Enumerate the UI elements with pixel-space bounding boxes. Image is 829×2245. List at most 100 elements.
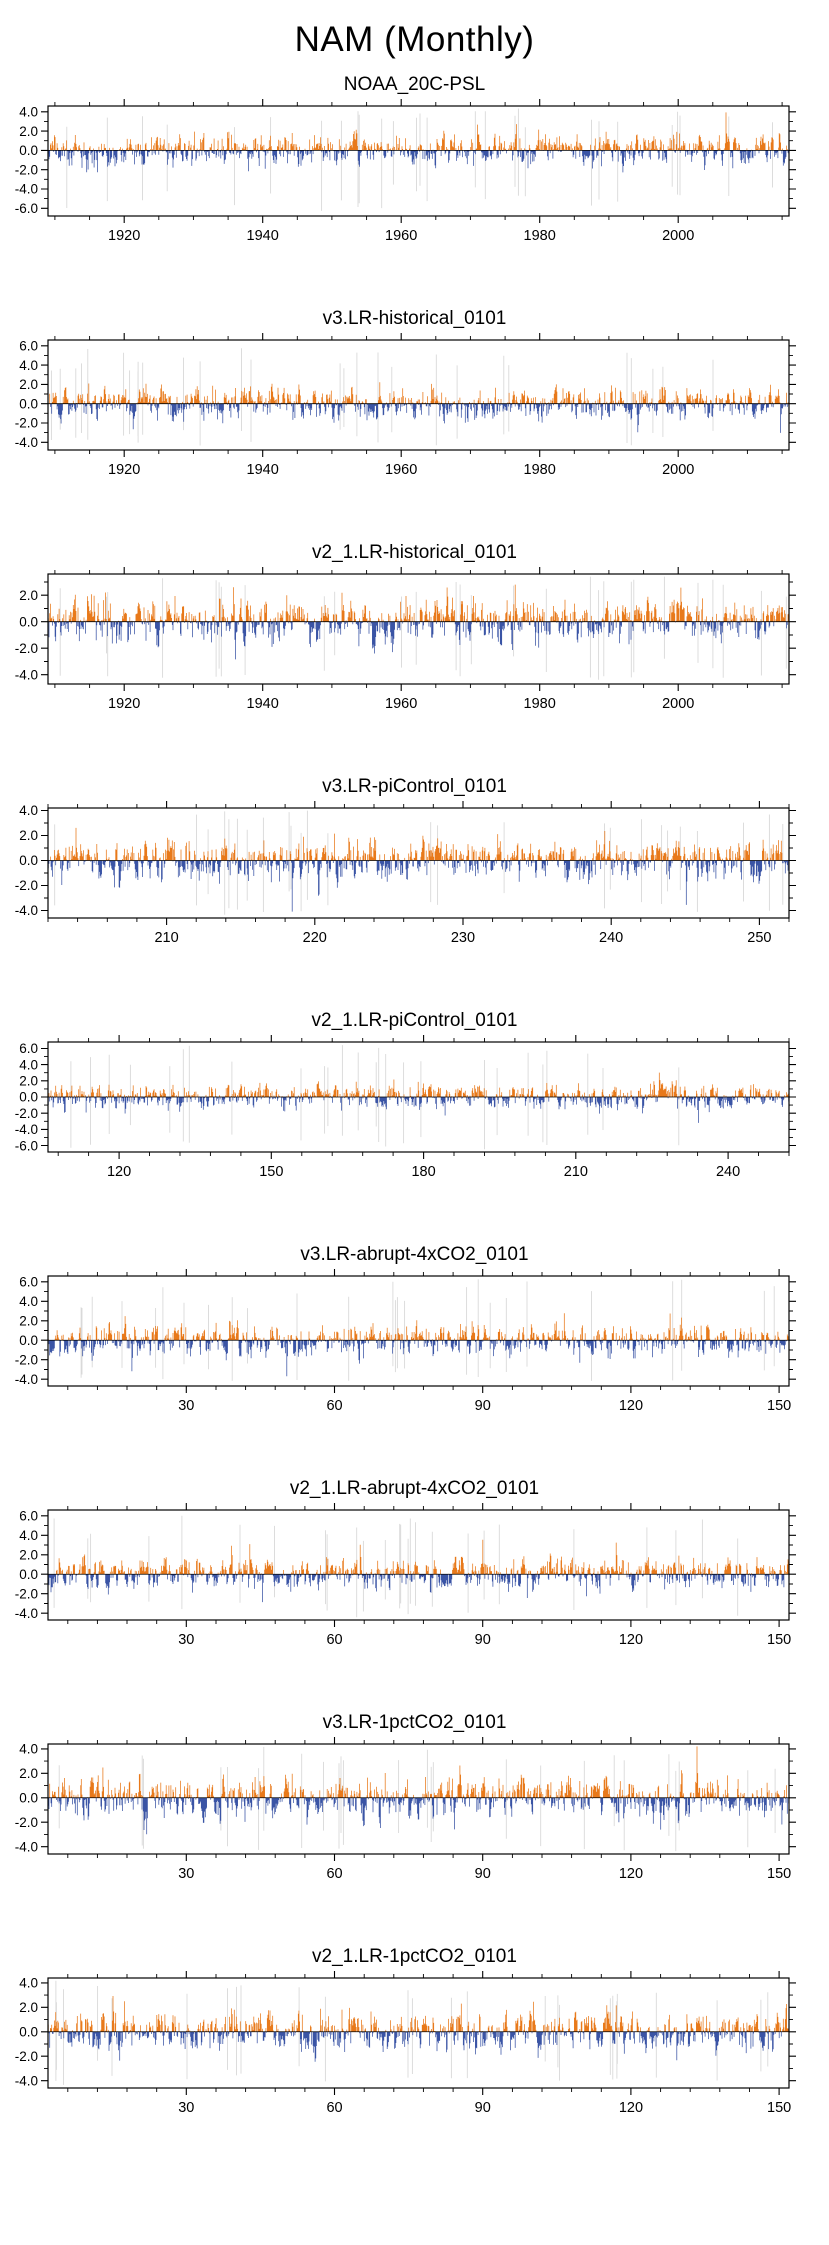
- svg-text:0.0: 0.0: [19, 1791, 38, 1806]
- svg-text:2.0: 2.0: [19, 1548, 38, 1563]
- svg-text:0.0: 0.0: [19, 614, 38, 629]
- svg-text:1920: 1920: [108, 462, 140, 478]
- svg-text:60: 60: [326, 1632, 342, 1648]
- panel-noaa-20c-psl: NOAA_20C-PSL 4.0 2.0 0.0 -2.0 -4.0 -6.0 1920 19…: [0, 74, 829, 250]
- svg-text:150: 150: [767, 1398, 791, 1414]
- svg-text:1940: 1940: [247, 696, 279, 712]
- svg-text:-4.0: -4.0: [15, 1122, 38, 1137]
- svg-text:30: 30: [178, 1398, 194, 1414]
- panel-v3-lr-abrupt-4xco2: v3.LR-abrupt-4xCO2_0101 6.0 4.0 2.0 0.0 -2.0…: [0, 1244, 829, 1420]
- panel-v2-1-lr-1pctco2: v2_1.LR-1pctCO2_0101 4.0 2.0 0.0 -2.0 -4.0 30…: [0, 1946, 829, 2122]
- svg-text:2000: 2000: [662, 696, 694, 712]
- svg-text:-4.0: -4.0: [15, 667, 38, 682]
- svg-text:2.0: 2.0: [19, 1766, 38, 1781]
- svg-text:-2.0: -2.0: [15, 1815, 38, 1830]
- svg-text:4.0: 4.0: [19, 1528, 38, 1543]
- plot-area: 2.0 0.0 -2.0 -4.0 1920 1940 1960 1980 2000: [15, 567, 796, 712]
- plot-area: 6.0 4.0 2.0 0.0 -2.0 -4.0 1920 1940 1960 1980 2000: [15, 333, 796, 478]
- svg-text:-4.0: -4.0: [15, 182, 38, 197]
- panel-v2-1-lr-abrupt-4xco2: v2_1.LR-abrupt-4xCO2_0101 6.0 4.0 2.0 0.0 -2…: [0, 1478, 829, 1654]
- svg-text:-2.0: -2.0: [15, 641, 38, 656]
- svg-text:1980: 1980: [524, 462, 556, 478]
- svg-text:0.0: 0.0: [19, 1090, 38, 1105]
- svg-text:240: 240: [716, 1164, 740, 1180]
- svg-text:-4.0: -4.0: [15, 435, 38, 450]
- svg-text:2.0: 2.0: [19, 1074, 38, 1089]
- panel-v3-lr-picontrol: v3.LR-piControl_0101 4.0 2.0 0.0 -2.0 -4.0 21…: [0, 776, 829, 952]
- svg-text:-2.0: -2.0: [15, 416, 38, 431]
- svg-text:6.0: 6.0: [19, 339, 38, 354]
- svg-text:1940: 1940: [247, 228, 279, 244]
- svg-text:60: 60: [326, 1398, 342, 1414]
- svg-text:240: 240: [599, 930, 623, 946]
- svg-text:1920: 1920: [108, 696, 140, 712]
- svg-text:6.0: 6.0: [19, 1509, 38, 1524]
- panel-title: NOAA_20C-PSL: [343, 74, 486, 95]
- svg-text:30: 30: [178, 1632, 194, 1648]
- svg-text:-4.0: -4.0: [15, 1372, 38, 1387]
- svg-text:0.0: 0.0: [19, 853, 38, 868]
- svg-text:0.0: 0.0: [19, 143, 38, 158]
- panel-v2-1-lr-picontrol: v2_1.LR-piControl_0101 6.0 4.0 2.0 0.0 -2.0-…: [0, 1010, 829, 1186]
- svg-text:1960: 1960: [385, 696, 417, 712]
- svg-text:6.0: 6.0: [19, 1041, 38, 1056]
- svg-text:0.0: 0.0: [19, 1333, 38, 1348]
- svg-text:0.0: 0.0: [19, 2025, 38, 2040]
- plot-area: 6.0 4.0 2.0 0.0 -2.0 -4.0 30 60 90 120 150: [15, 1503, 796, 1648]
- svg-text:60: 60: [326, 1866, 342, 1882]
- panel-v2-1-lr-historical: v2_1.LR-historical_0101 2.0 0.0 -2.0 -4.0 19…: [0, 542, 829, 718]
- panel-title: v3.LR-1pctCO2_0101: [322, 1712, 507, 1733]
- svg-text:120: 120: [619, 2100, 643, 2116]
- svg-text:4.0: 4.0: [19, 803, 38, 818]
- svg-text:0.0: 0.0: [19, 1567, 38, 1582]
- panel-title: v2_1.LR-historical_0101: [312, 542, 517, 563]
- svg-text:60: 60: [326, 2100, 342, 2116]
- svg-text:-4.0: -4.0: [15, 903, 38, 918]
- svg-text:120: 120: [619, 1398, 643, 1414]
- svg-text:2.0: 2.0: [19, 2000, 38, 2015]
- svg-text:-2.0: -2.0: [15, 162, 38, 177]
- panel-title: v2_1.LR-1pctCO2_0101: [312, 1946, 517, 1967]
- plot-area: 6.04.0 2.00.0-2.0-4.0-6.0 120 150 180 210 240: [15, 1035, 796, 1180]
- svg-text:2.0: 2.0: [19, 828, 38, 843]
- svg-text:120: 120: [619, 1632, 643, 1648]
- panel-v3-lr-1pctco2: v3.LR-1pctCO2_0101 4.0 2.0 0.0 -2.0 -4.0 30 60…: [0, 1712, 829, 1888]
- svg-text:1920: 1920: [108, 228, 140, 244]
- svg-text:150: 150: [767, 1866, 791, 1882]
- plot-area: 4.0 2.0 0.0 -2.0 -4.0 -6.0 1920 1940 1960 1980 200…: [15, 99, 796, 244]
- svg-text:-6.0: -6.0: [15, 1138, 38, 1153]
- svg-text:-2.0: -2.0: [15, 1106, 38, 1121]
- plot-area: 4.0 2.0 0.0 -2.0 -4.0 30 60 90 120 150: [15, 1737, 796, 1882]
- panel-title: v3.LR-historical_0101: [322, 308, 507, 329]
- svg-text:-2.0: -2.0: [15, 1586, 38, 1601]
- panel-v3-lr-historical: v3.LR-historical_0101 6.0 4.0 2.0 0.0 -2.0 -4…: [0, 308, 829, 484]
- svg-text:4.0: 4.0: [19, 1057, 38, 1072]
- svg-text:2.0: 2.0: [19, 377, 38, 392]
- svg-text:150: 150: [259, 1164, 283, 1180]
- svg-text:0.0: 0.0: [19, 396, 38, 411]
- svg-text:1960: 1960: [385, 462, 417, 478]
- svg-text:4.0: 4.0: [19, 1976, 38, 1991]
- svg-text:220: 220: [303, 930, 327, 946]
- svg-text:90: 90: [475, 1866, 491, 1882]
- svg-text:4.0: 4.0: [19, 1742, 38, 1757]
- svg-text:-2.0: -2.0: [15, 878, 38, 893]
- svg-text:-6.0: -6.0: [15, 201, 38, 216]
- svg-text:250: 250: [747, 930, 771, 946]
- svg-text:-4.0: -4.0: [15, 1839, 38, 1854]
- svg-text:230: 230: [451, 930, 475, 946]
- svg-text:90: 90: [475, 1632, 491, 1648]
- svg-text:2.0: 2.0: [19, 588, 38, 603]
- svg-text:1980: 1980: [524, 228, 556, 244]
- svg-text:150: 150: [767, 2100, 791, 2116]
- panel-title: v3.LR-abrupt-4xCO2_0101: [300, 1244, 529, 1265]
- svg-text:1960: 1960: [385, 228, 417, 244]
- plot-area: 6.0 4.0 2.0 0.0 -2.0 -4.0 30 60 90 120 150: [15, 1269, 796, 1414]
- svg-text:2.0: 2.0: [19, 1314, 38, 1329]
- panel-title: v2_1.LR-piControl_0101: [311, 1010, 518, 1031]
- svg-text:90: 90: [475, 1398, 491, 1414]
- svg-text:1980: 1980: [524, 696, 556, 712]
- svg-text:-2.0: -2.0: [15, 2049, 38, 2064]
- svg-text:2000: 2000: [662, 462, 694, 478]
- svg-text:4.0: 4.0: [19, 105, 38, 120]
